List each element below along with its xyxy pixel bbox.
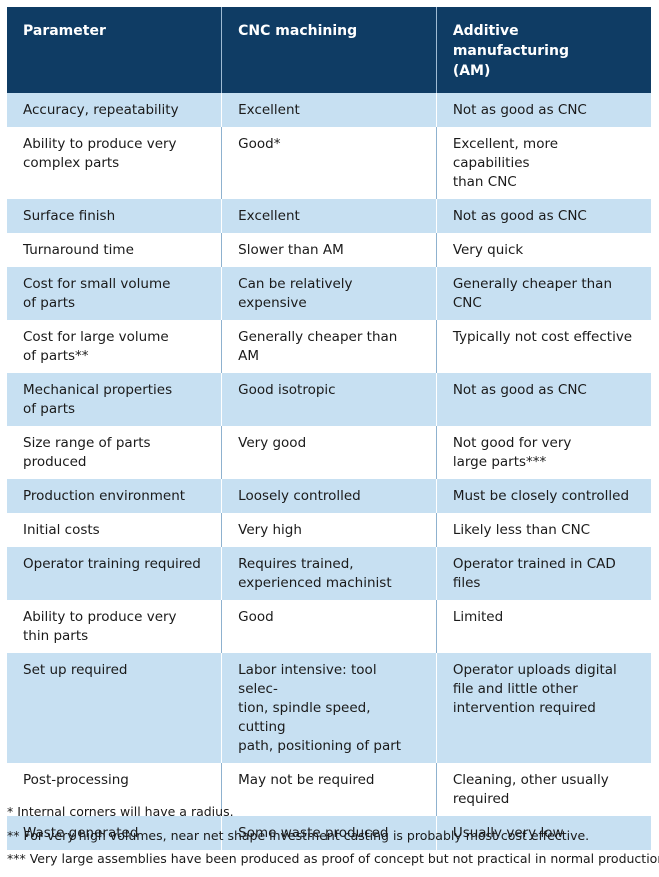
table-row: Turnaround time Slower than AM Very quick [7, 233, 651, 267]
table-cell: Post-processing [7, 763, 223, 816]
table-cell: May not be required [221, 763, 437, 816]
table-row: Accuracy, repeatability Excellent Not as g… [7, 93, 651, 127]
table-cell: Set up required [7, 653, 223, 763]
table-cell: Not as good as CNC [436, 93, 651, 127]
footnote: * Internal corners will have a radius. [7, 804, 234, 819]
table-cell: Operator training required [7, 547, 223, 600]
table-cell: Ability to produce very complex parts [7, 127, 223, 199]
table-row: Cost for large volume of parts** Generall… [7, 320, 651, 373]
footnote: ** For very high volumes, near net shape… [7, 827, 590, 843]
table-cell: Cost for small volume of parts [7, 267, 223, 320]
table-cell: Operator trained in CAD files [436, 547, 651, 600]
table-row: Operator training required Requires train… [7, 547, 651, 600]
table-cell: Very good [221, 426, 437, 479]
header-cell: CNC machining [221, 7, 437, 93]
table-cell: Operator uploads digital file and little… [436, 653, 651, 763]
table-cell: Generally cheaper than CNC [436, 267, 651, 320]
header-cell: Additive manufacturing (AM) [436, 7, 651, 93]
table-cell: Generally cheaper than AM [221, 320, 437, 373]
table-cell: Very quick [452, 242, 524, 258]
table-cell: Not as good as CNC [436, 373, 651, 426]
table-cell: Turnaround time [7, 233, 223, 267]
table-cell: Requires trained, experienced machinist [221, 547, 437, 600]
table-body: Accuracy, repeatability Excellent Not as g… [7, 93, 651, 850]
table-cell: Good* [221, 127, 437, 199]
table-cell: Production environment [7, 479, 223, 513]
table-cell: Loosely controlled [221, 479, 437, 513]
table-row: Waste generated Some waste produced Usuall… [7, 816, 651, 850]
table-row: Surface finish Excellent Not as good as CN… [7, 199, 651, 233]
table-cell: Size range of parts produced [7, 426, 223, 479]
table-cell: Not good for very large parts*** [452, 435, 572, 470]
table-row: Ability to produce very complex parts Goo… [7, 127, 651, 199]
table-row: Set up required Labor intensive: tool sel… [7, 653, 651, 763]
table-cell: Can be relatively expensive [221, 267, 437, 320]
table-cell: Good [221, 600, 437, 653]
table-cell: Some waste produced [221, 816, 437, 850]
table-cell: Not as good as CNC [436, 199, 651, 233]
header-row: Parameter CNC machining Additive manufactu… [7, 7, 651, 93]
table-cell: Limited [452, 609, 504, 625]
comparison-table: Parameter CNC machining Additive manufactu… [7, 7, 651, 850]
table-cell: Cleaning, other usually required [452, 772, 609, 807]
table-cell: Labor intensive: tool selec- tion, spind… [221, 653, 437, 763]
table-cell: Excellent [221, 199, 437, 233]
table-row: Size range of parts produced Very good Not… [7, 426, 651, 479]
table-row: Cost for small volume of parts Can be rel… [7, 267, 651, 320]
table-cell: Accuracy, repeatability [7, 93, 223, 127]
table-row: Post-processing May not be required Cleani… [7, 763, 651, 816]
table-row: Mechanical properties of parts Good isotr… [7, 373, 651, 426]
table-cell: Cost for large volume of parts** [7, 320, 223, 373]
header-cell: Parameter [7, 7, 223, 93]
footnotes: * Internal corners will have a radius. **… [7, 800, 659, 871]
table-cell: Initial costs [7, 513, 223, 547]
footnote: *** Very large assemblies have been prod… [7, 851, 659, 866]
table-cell: Good isotropic [221, 373, 437, 426]
table-cell: Surface finish [7, 199, 223, 233]
table-cell: Likely less than CNC [452, 522, 591, 538]
table-cell: Mechanical properties of parts [7, 373, 223, 426]
table-cell: Must be closely controlled [436, 479, 651, 513]
table-cell: Waste generated [7, 816, 223, 850]
table-row: Initial costs Very high Likely less than C… [7, 513, 651, 547]
table-wrap: Parameter CNC machining Additive manufactu… [7, 7, 651, 850]
table-cell: Very high [221, 513, 437, 547]
table-cell: Usually very low [436, 816, 651, 850]
table-cell: Excellent, more capabilities than CNC [452, 136, 559, 190]
table-cell: Ability to produce very thin parts [7, 600, 223, 653]
table-row: Ability to produce very thin parts Good Li… [7, 600, 651, 653]
table-cell: Slower than AM [221, 233, 437, 267]
table-cell: Typically not cost effective [452, 329, 633, 345]
table-row: Production environment Loosely controlled… [7, 479, 651, 513]
table-cell: Excellent [221, 93, 437, 127]
